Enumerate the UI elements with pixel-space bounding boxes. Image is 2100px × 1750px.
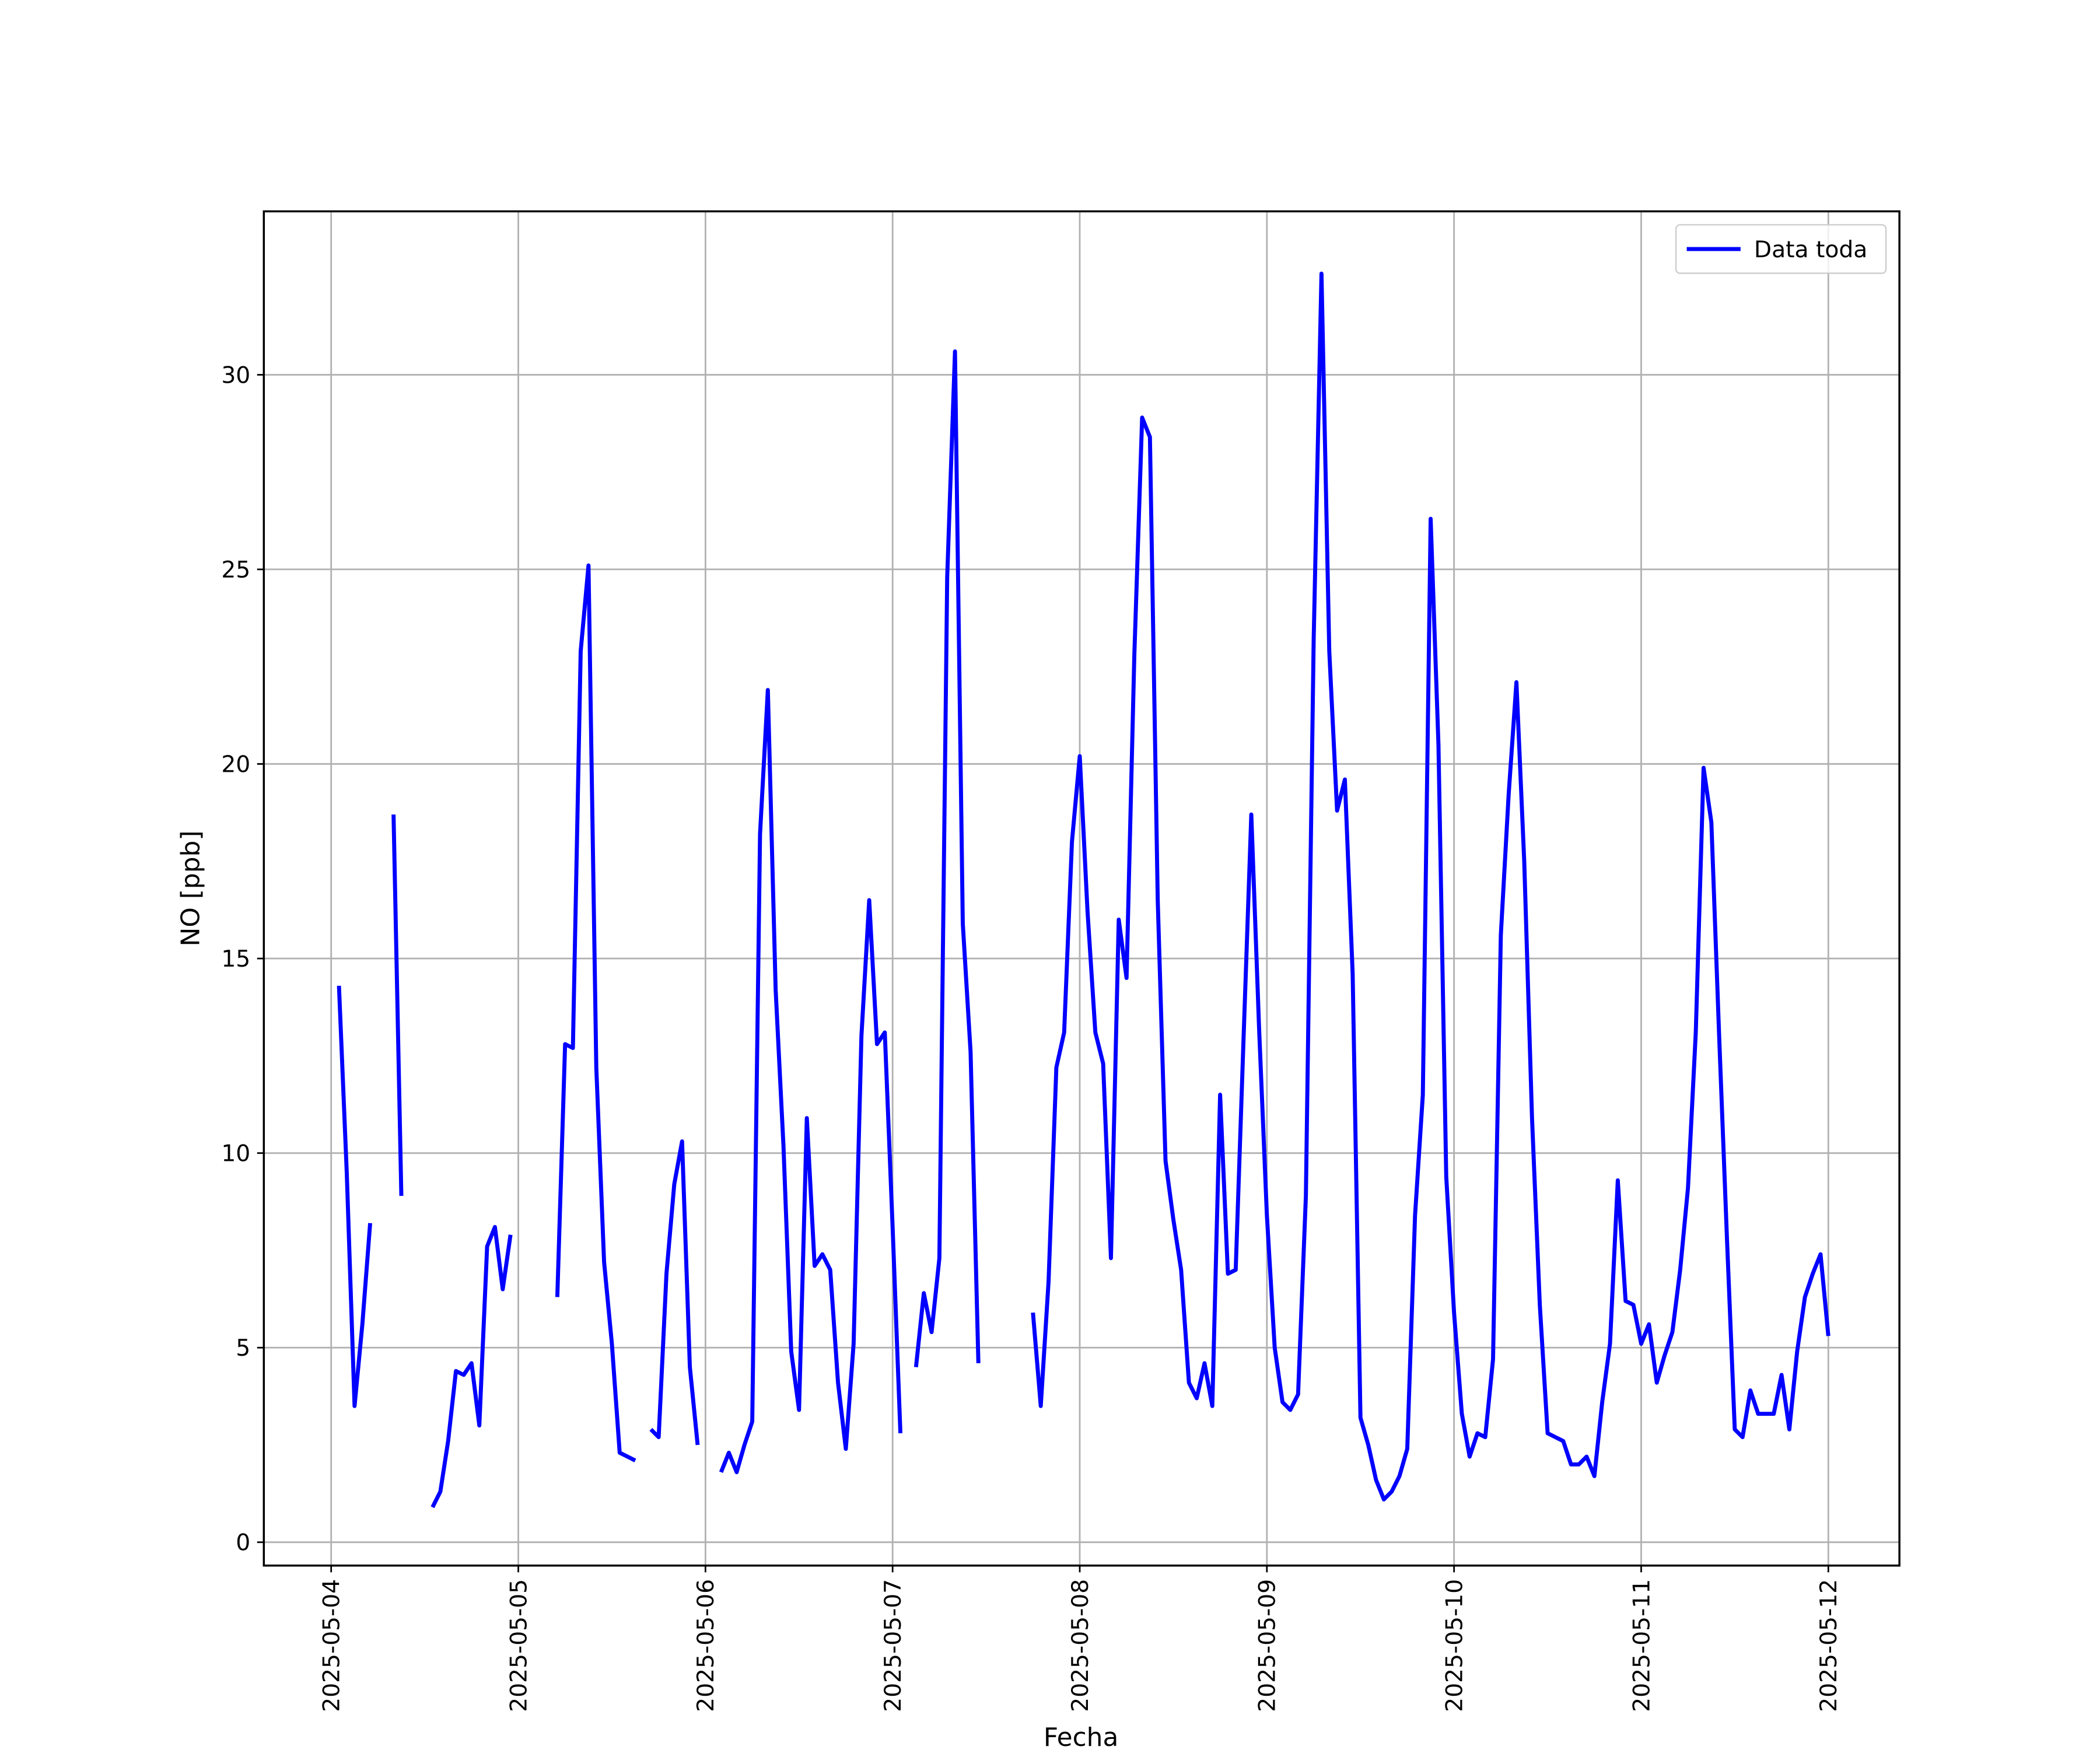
- y-tick-label: 5: [236, 1335, 250, 1362]
- x-tick-label: 2025-05-10: [1441, 1579, 1468, 1712]
- x-tick-label: 2025-05-07: [880, 1579, 907, 1712]
- x-axis-label: Fecha: [1044, 1723, 1119, 1750]
- plot-frame: [262, 210, 1901, 1567]
- x-tick-label: 2025-05-05: [506, 1579, 532, 1712]
- y-tick-label: 15: [221, 946, 250, 972]
- x-tick-label: 2025-05-06: [693, 1579, 719, 1712]
- y-tick-label: 30: [221, 362, 250, 388]
- y-tick-label: 20: [221, 751, 250, 778]
- y-tick-label: 10: [221, 1141, 250, 1167]
- x-tick-label: 2025-05-04: [319, 1579, 345, 1712]
- x-tick-label: 2025-05-08: [1068, 1579, 1094, 1712]
- x-tick-label: 2025-05-11: [1629, 1579, 1655, 1712]
- y-axis-label: NO [ppb]: [176, 831, 206, 947]
- legend-frame: [1675, 224, 1887, 274]
- y-tick-label: 25: [221, 557, 250, 583]
- data-line: [337, 271, 1831, 1508]
- legend-label: Data toda: [1754, 237, 1867, 263]
- legend: Data toda: [1675, 224, 1887, 274]
- y-tick-label: 0: [236, 1530, 250, 1556]
- x-tick-label: 2025-05-09: [1255, 1579, 1281, 1712]
- x-tick-label: 2025-05-12: [1816, 1579, 1842, 1712]
